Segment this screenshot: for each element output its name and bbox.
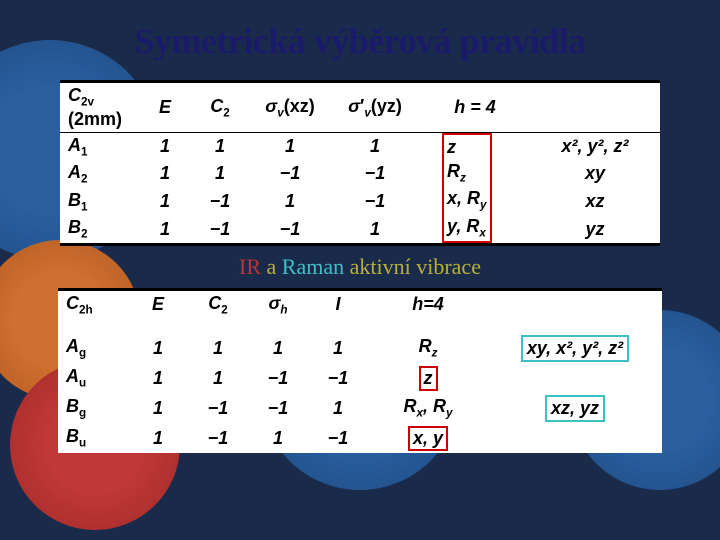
table2-header-row: C2h E C2 σh I h=4 — [58, 291, 662, 319]
character-table-c2h: C2h E C2 σh I h=4 Ag 1 1 1 1 Rz xy, x², … — [58, 288, 662, 453]
subtitle: IR a Raman aktivní vibrace — [0, 254, 720, 280]
table-row: A1 1 1 1 1 z Rz x, Ry y, Rx x², y², z² — [60, 133, 660, 161]
table-row: Bg 1 −1 −1 1 Rx, Ry xz, yz — [58, 393, 662, 424]
table-row: Ag 1 1 1 1 Rz xy, x², y², z² — [58, 333, 662, 364]
table1-header-row: C2v (2mm) E C2 σv(xz) σ′v(yz) h = 4 — [60, 83, 660, 132]
table-row: Au 1 1 −1 −1 z — [58, 364, 662, 393]
table-row: B2 1 −1 −1 1 yz — [60, 215, 660, 243]
table-row: Bu 1 −1 1 −1 x, y — [58, 424, 662, 453]
slide-title: Symetrická výběrová pravidla — [0, 0, 720, 72]
table-row: A2 1 1 −1 −1 xy — [60, 160, 660, 188]
slide: Symetrická výběrová pravidla C2v (2mm) E… — [0, 0, 720, 540]
character-table-c2v: C2v (2mm) E C2 σv(xz) σ′v(yz) h = 4 A1 1… — [60, 80, 660, 246]
table-row: B1 1 −1 1 −1 xz — [60, 188, 660, 216]
